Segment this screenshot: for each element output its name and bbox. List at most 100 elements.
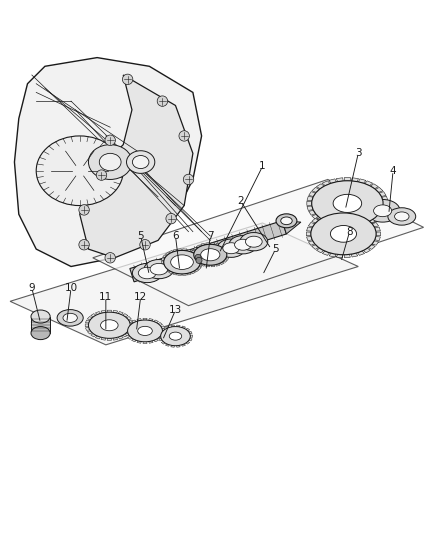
Polygon shape — [211, 265, 215, 267]
Polygon shape — [127, 322, 132, 326]
Polygon shape — [130, 221, 286, 282]
Polygon shape — [383, 201, 388, 205]
Polygon shape — [178, 249, 181, 251]
Ellipse shape — [31, 310, 50, 323]
Polygon shape — [169, 271, 173, 274]
Circle shape — [105, 135, 116, 146]
Circle shape — [122, 74, 133, 85]
Polygon shape — [14, 58, 201, 266]
Polygon shape — [165, 269, 170, 272]
Polygon shape — [194, 253, 199, 255]
Polygon shape — [198, 266, 201, 269]
Polygon shape — [312, 214, 319, 220]
Polygon shape — [91, 313, 96, 317]
Polygon shape — [125, 333, 129, 336]
Ellipse shape — [245, 236, 262, 247]
Polygon shape — [95, 311, 101, 314]
Polygon shape — [215, 243, 220, 246]
Polygon shape — [322, 221, 330, 226]
Polygon shape — [162, 329, 165, 332]
Polygon shape — [85, 324, 88, 327]
Circle shape — [157, 96, 168, 107]
Polygon shape — [316, 184, 324, 189]
Polygon shape — [379, 192, 386, 197]
Polygon shape — [171, 325, 174, 327]
Polygon shape — [336, 225, 343, 229]
Polygon shape — [159, 335, 161, 337]
Polygon shape — [191, 250, 195, 253]
Polygon shape — [198, 255, 201, 257]
Polygon shape — [382, 206, 388, 211]
Polygon shape — [199, 264, 203, 266]
Polygon shape — [196, 262, 201, 265]
Polygon shape — [177, 325, 180, 327]
Circle shape — [166, 213, 177, 224]
Ellipse shape — [229, 236, 257, 254]
Polygon shape — [357, 212, 364, 216]
Polygon shape — [183, 273, 186, 276]
Polygon shape — [308, 241, 315, 245]
Polygon shape — [158, 336, 162, 340]
Ellipse shape — [132, 263, 162, 282]
Polygon shape — [193, 260, 198, 262]
Polygon shape — [282, 221, 301, 234]
Polygon shape — [351, 253, 358, 257]
Polygon shape — [352, 225, 358, 229]
Polygon shape — [201, 243, 205, 246]
Polygon shape — [322, 212, 329, 216]
Polygon shape — [379, 211, 386, 215]
Ellipse shape — [330, 225, 357, 242]
Ellipse shape — [235, 239, 251, 250]
Polygon shape — [365, 181, 373, 185]
Polygon shape — [158, 322, 162, 326]
Polygon shape — [183, 249, 186, 251]
Ellipse shape — [276, 214, 297, 228]
Polygon shape — [199, 258, 203, 261]
Polygon shape — [358, 179, 366, 183]
Polygon shape — [193, 247, 198, 250]
Polygon shape — [187, 273, 191, 275]
Polygon shape — [173, 249, 177, 252]
Polygon shape — [87, 331, 92, 334]
Ellipse shape — [374, 205, 392, 217]
Polygon shape — [162, 264, 165, 266]
Ellipse shape — [217, 239, 245, 257]
Ellipse shape — [395, 212, 409, 221]
Polygon shape — [166, 326, 170, 328]
Ellipse shape — [164, 251, 200, 274]
Polygon shape — [351, 211, 358, 215]
Polygon shape — [307, 196, 313, 201]
Polygon shape — [129, 327, 133, 330]
Polygon shape — [143, 342, 147, 343]
Polygon shape — [154, 320, 159, 323]
Ellipse shape — [63, 313, 78, 322]
Ellipse shape — [312, 181, 383, 226]
Text: 13: 13 — [169, 305, 182, 315]
Polygon shape — [307, 237, 312, 241]
Polygon shape — [191, 257, 195, 260]
Polygon shape — [307, 227, 312, 231]
Polygon shape — [307, 201, 312, 205]
Polygon shape — [107, 310, 112, 312]
Circle shape — [79, 239, 89, 250]
Polygon shape — [131, 320, 136, 323]
Polygon shape — [154, 339, 159, 342]
Polygon shape — [357, 251, 364, 255]
Polygon shape — [329, 179, 336, 183]
Polygon shape — [307, 232, 311, 236]
Polygon shape — [127, 331, 131, 334]
Text: 8: 8 — [346, 227, 353, 237]
Polygon shape — [85, 327, 90, 330]
Ellipse shape — [150, 263, 168, 275]
Ellipse shape — [144, 260, 174, 279]
Polygon shape — [312, 188, 319, 192]
Polygon shape — [375, 214, 383, 220]
Polygon shape — [173, 273, 177, 275]
Circle shape — [96, 170, 107, 180]
Polygon shape — [352, 178, 358, 182]
Polygon shape — [159, 332, 162, 334]
Polygon shape — [336, 178, 343, 182]
Polygon shape — [127, 336, 132, 340]
Text: 12: 12 — [134, 292, 147, 302]
Polygon shape — [211, 243, 215, 245]
